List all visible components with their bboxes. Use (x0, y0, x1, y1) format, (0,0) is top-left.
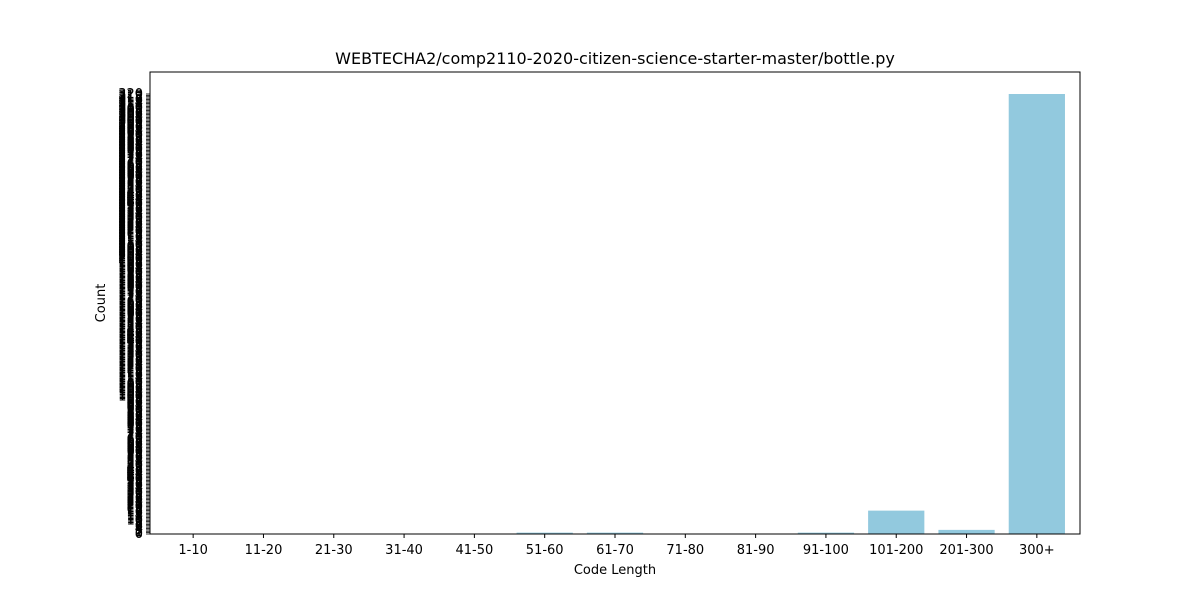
x-tick-label: 300+ (1019, 543, 1055, 558)
x-tick-label: 91-100 (803, 543, 849, 558)
bar-300+ (1009, 94, 1065, 534)
x-tick-label: 61-70 (596, 543, 634, 558)
x-axis-ticks: 1-10 11-20 21-30 31-40 41-50 51-60 61-70 71-80 8… (178, 534, 1054, 558)
x-tick-label: 31-40 (385, 543, 423, 558)
x-tick-label: 41-50 (455, 543, 493, 558)
y-axis-ticks: 0123456789101112131415161718192021222324… (118, 87, 150, 542)
x-tick-label: 1-10 (178, 543, 208, 558)
y-tick-label: 320 (118, 87, 143, 102)
x-tick-label: 51-60 (526, 543, 564, 558)
chart-title: WEBTECHA2/comp2110-2020-citizen-science-… (335, 49, 895, 68)
x-tick-label: 11-20 (245, 543, 283, 558)
x-tick-label: 21-30 (315, 543, 353, 558)
x-tick-label: 81-90 (737, 543, 775, 558)
plot-frame (150, 72, 1080, 534)
x-tick-label: 101-200 (869, 543, 923, 558)
bars (517, 94, 1065, 534)
bar-101-200 (868, 511, 924, 534)
x-tick-label: 201-300 (939, 543, 993, 558)
x-tick-label: 71-80 (666, 543, 704, 558)
y-axis-label: Count (94, 284, 109, 323)
x-axis-label: Code Length (574, 563, 656, 578)
bar-201-300 (938, 530, 994, 534)
